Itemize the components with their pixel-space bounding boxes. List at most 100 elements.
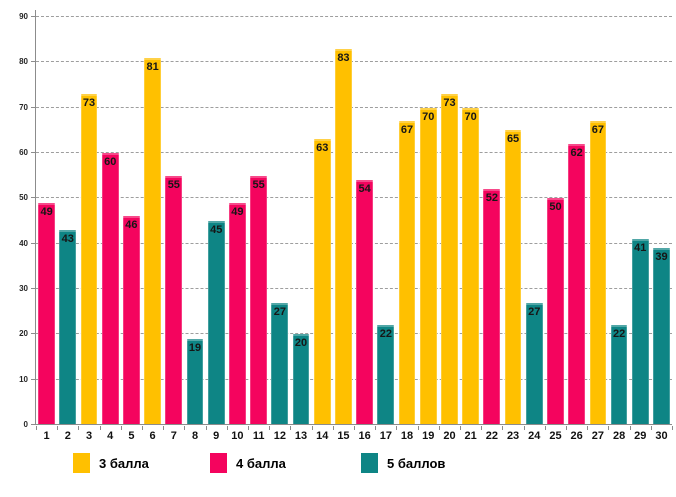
legend-item-5-ballov: 5 баллов (361, 453, 445, 473)
bar-column: 22 (608, 17, 629, 425)
y-axis-label: 50 (19, 193, 28, 203)
bar-column: 81 (142, 17, 163, 425)
x-axis-tick (502, 426, 504, 430)
x-axis-label: 18 (400, 430, 414, 442)
x-axis-tick (587, 426, 589, 430)
bar-4: 60 (101, 153, 119, 425)
x-axis-label: 28 (612, 430, 626, 442)
bar-column: 49 (227, 17, 248, 425)
legend-item-4-balla: 4 балла (210, 453, 286, 473)
x-axis-label: 19 (422, 430, 435, 442)
x-axis-label: 22 (485, 430, 498, 442)
bar-value-label: 73 (443, 97, 456, 110)
bar-column: 45 (206, 17, 227, 425)
bar-column: 67 (396, 17, 417, 425)
x-axis-label: 25 (549, 430, 562, 442)
gridline (36, 378, 672, 380)
y-axis-tick (31, 288, 35, 290)
x-axis-label: 11 (252, 430, 265, 442)
bar-column: 50 (545, 17, 566, 425)
bar-value-label: 54 (358, 183, 371, 196)
y-axis-label: 90 (19, 12, 28, 21)
x-axis-tick (290, 426, 292, 430)
x-axis-tick (163, 426, 165, 430)
legend-label-4-balla: 4 балла (236, 455, 286, 471)
gridline (36, 106, 672, 108)
x-axis-tick (57, 426, 59, 430)
y-axis-tick (31, 333, 35, 335)
x-axis-tick (36, 426, 37, 430)
legend-swatch-5-ballov (361, 453, 378, 473)
x-axis-tick (226, 426, 228, 430)
x-axis-tick (99, 426, 101, 430)
bar-26: 62 (568, 143, 586, 425)
bar-value-label: 55 (167, 178, 180, 191)
x-axis-tick (332, 426, 334, 430)
y-axis-tick (31, 152, 35, 154)
x-axis-tick (481, 426, 483, 430)
y-axis-label: 10 (19, 374, 28, 384)
x-axis-label: 24 (528, 430, 541, 442)
bar-22: 52 (483, 189, 501, 425)
bar-column: 39 (651, 17, 672, 425)
bar-30: 39 (653, 248, 670, 425)
x-axis-tick (460, 426, 461, 430)
y-axis-label: 70 (19, 102, 28, 112)
x-axis-label: 16 (358, 430, 371, 442)
bar-value-label: 67 (591, 124, 604, 137)
y-axis-tick (31, 424, 35, 425)
bar-16: 54 (356, 180, 374, 425)
bar-8: 19 (186, 338, 204, 425)
x-axis-tick (672, 426, 673, 430)
bar-value-label: 19 (188, 341, 202, 354)
bar-21: 70 (462, 107, 480, 425)
bar-column: 52 (481, 17, 502, 425)
x-axis-tick (120, 426, 122, 430)
y-axis-label: 20 (19, 329, 28, 339)
gridline (36, 242, 672, 244)
x-axis-label: 17 (379, 430, 392, 442)
bar-column: 70 (418, 17, 439, 425)
gridline (36, 288, 672, 290)
bar-column: 20 (290, 17, 311, 425)
gridline (36, 61, 672, 63)
bar-column: 19 (184, 17, 205, 425)
x-axis-tick (184, 426, 186, 430)
bar-value-label: 39 (655, 251, 668, 264)
x-axis-labels: 1 2 3 4 5 6 7 8 9 10 11 12 13 14 15 16 17 18 19 20 21 22 23 24 2… (36, 430, 672, 442)
x-axis-tick (269, 426, 271, 430)
bar-value-label: 27 (273, 305, 286, 318)
x-axis-tick (396, 426, 398, 430)
x-axis-label: 26 (570, 430, 583, 442)
y-axis-label: 0 (23, 420, 28, 429)
bar-value-label: 22 (612, 328, 626, 341)
bar-12: 27 (271, 302, 289, 425)
y-axis-label: 80 (19, 57, 28, 67)
legend-label-5-ballov: 5 баллов (387, 455, 446, 471)
x-axis-tick (375, 426, 377, 430)
bar-value-label: 49 (40, 205, 53, 218)
bar-value-label: 81 (146, 60, 159, 73)
x-axis-label: 1 (43, 430, 50, 442)
bar-value-label: 20 (294, 337, 308, 350)
x-axis-label: 20 (443, 430, 456, 442)
bar-value-label: 27 (528, 305, 541, 318)
bar-18: 67 (398, 121, 416, 425)
gridline (36, 152, 672, 154)
x-axis-label: 7 (170, 430, 177, 442)
bar-1: 49 (38, 202, 55, 425)
x-axis-label: 14 (316, 430, 329, 442)
bar-column: 55 (163, 17, 184, 425)
x-axis-label: 27 (591, 430, 604, 442)
bar-column: 54 (354, 17, 375, 425)
bar-value-label: 41 (634, 242, 647, 255)
bar-column: 60 (100, 17, 121, 425)
bar-column: 49 (36, 17, 57, 425)
bar-28: 22 (610, 325, 628, 425)
bars: 49 43 73 60 46 81 55 19 45 49 55 27 20 63 83 54 22 67 70 73… (36, 17, 672, 425)
bar-9: 45 (207, 221, 225, 425)
bar-value-label: 62 (570, 146, 583, 159)
bar-23: 65 (504, 130, 522, 425)
bar-column: 65 (502, 17, 523, 425)
